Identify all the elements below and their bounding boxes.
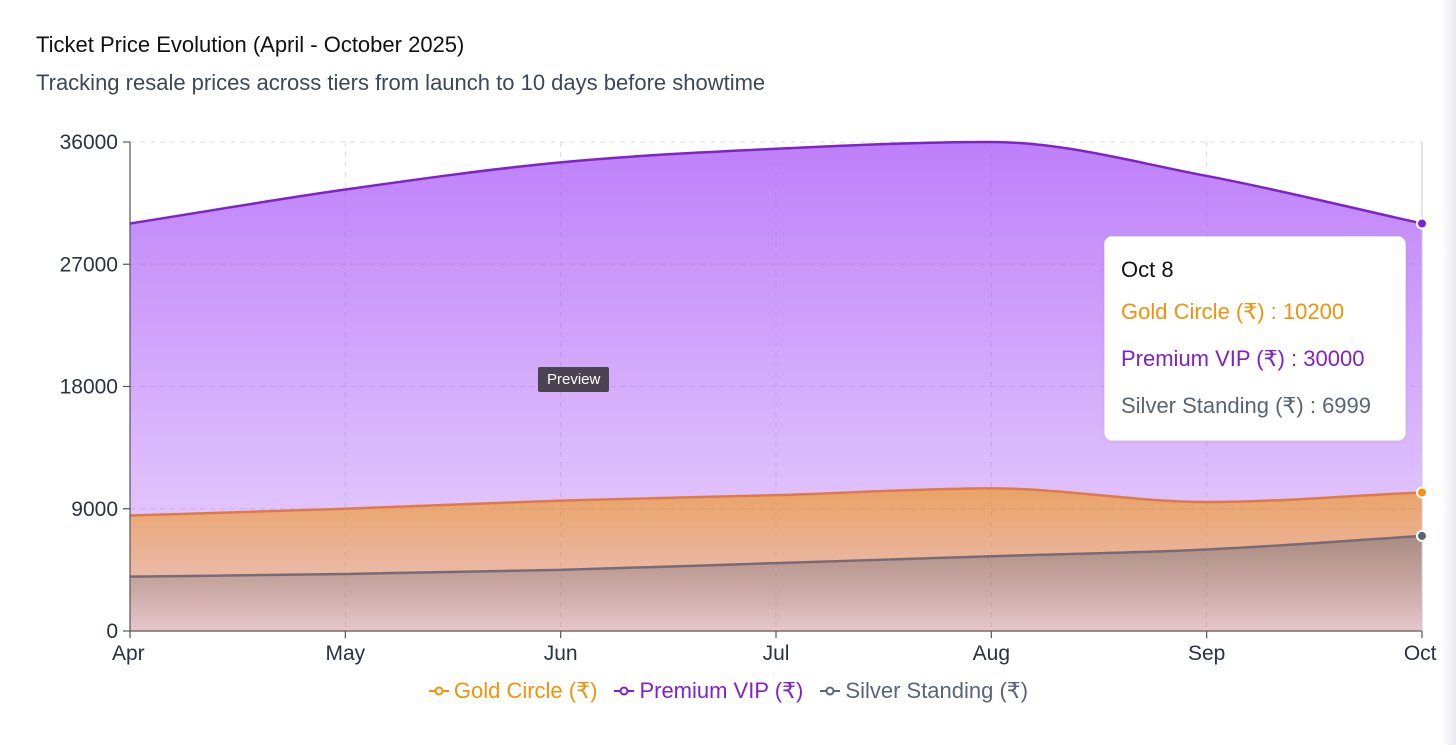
y-tick-label: 9000 bbox=[71, 498, 118, 521]
x-tick-label: Sep bbox=[1188, 642, 1225, 665]
x-tick-label: Aug bbox=[973, 642, 1010, 665]
active-point-premium-vip bbox=[1416, 217, 1428, 230]
legend-marker-icon bbox=[614, 686, 635, 696]
tooltip-row-gold: Gold Circle (₹) : 10200 bbox=[1121, 299, 1345, 324]
chart-subtitle: Tracking resale prices across tiers from… bbox=[36, 70, 766, 95]
legend-label: Silver Standing (₹) bbox=[845, 678, 1029, 703]
active-point-gold-circle bbox=[1416, 486, 1428, 499]
x-tick-label: Jul bbox=[763, 642, 790, 665]
tooltip-title: Oct 8 bbox=[1121, 257, 1174, 282]
tooltip-row-silver: Silver Standing (₹) : 6999 bbox=[1121, 393, 1372, 418]
y-tick-label: 27000 bbox=[60, 253, 118, 276]
x-tick-label: Jun bbox=[544, 642, 578, 665]
x-tick-label: Apr bbox=[112, 642, 145, 665]
chart-tooltip: Oct 8 Gold Circle (₹) : 10200 Premium VI… bbox=[1104, 236, 1406, 441]
x-tick-label: May bbox=[325, 642, 365, 665]
legend-label: Gold Circle (₹) bbox=[453, 678, 598, 703]
legend-item-gold[interactable]: Gold Circle (₹) bbox=[428, 678, 598, 704]
y-tick-label: 0 bbox=[106, 620, 118, 643]
active-points bbox=[1416, 217, 1428, 542]
area-fill-silver-standing bbox=[130, 535, 1422, 631]
chart-legend: Gold Circle (₹) Premium VIP (₹) Silver S… bbox=[0, 678, 1456, 704]
tooltip-row-premium: Premium VIP (₹) : 30000 bbox=[1121, 346, 1365, 371]
legend-marker-icon bbox=[820, 686, 841, 696]
series-areas bbox=[129, 140, 1423, 631]
preview-badge[interactable]: Preview bbox=[538, 367, 610, 392]
series-line-premium-vip bbox=[129, 140, 1423, 225]
y-tick-label: 36000 bbox=[60, 131, 118, 154]
y-tick-label: 18000 bbox=[60, 376, 118, 399]
legend-label: Premium VIP (₹) bbox=[639, 678, 804, 703]
chart-title: Ticket Price Evolution (April - October … bbox=[36, 32, 465, 57]
x-tick-label: Oct 8 bbox=[1404, 642, 1454, 665]
legend-marker-icon bbox=[428, 686, 449, 696]
active-point-silver-standing bbox=[1416, 529, 1428, 542]
legend-item-premium[interactable]: Premium VIP (₹) bbox=[613, 678, 803, 704]
series-line-silver-standing bbox=[129, 534, 1423, 578]
legend-item-silver[interactable]: Silver Standing (₹) bbox=[819, 678, 1028, 704]
series-line-gold-circle bbox=[129, 487, 1423, 517]
